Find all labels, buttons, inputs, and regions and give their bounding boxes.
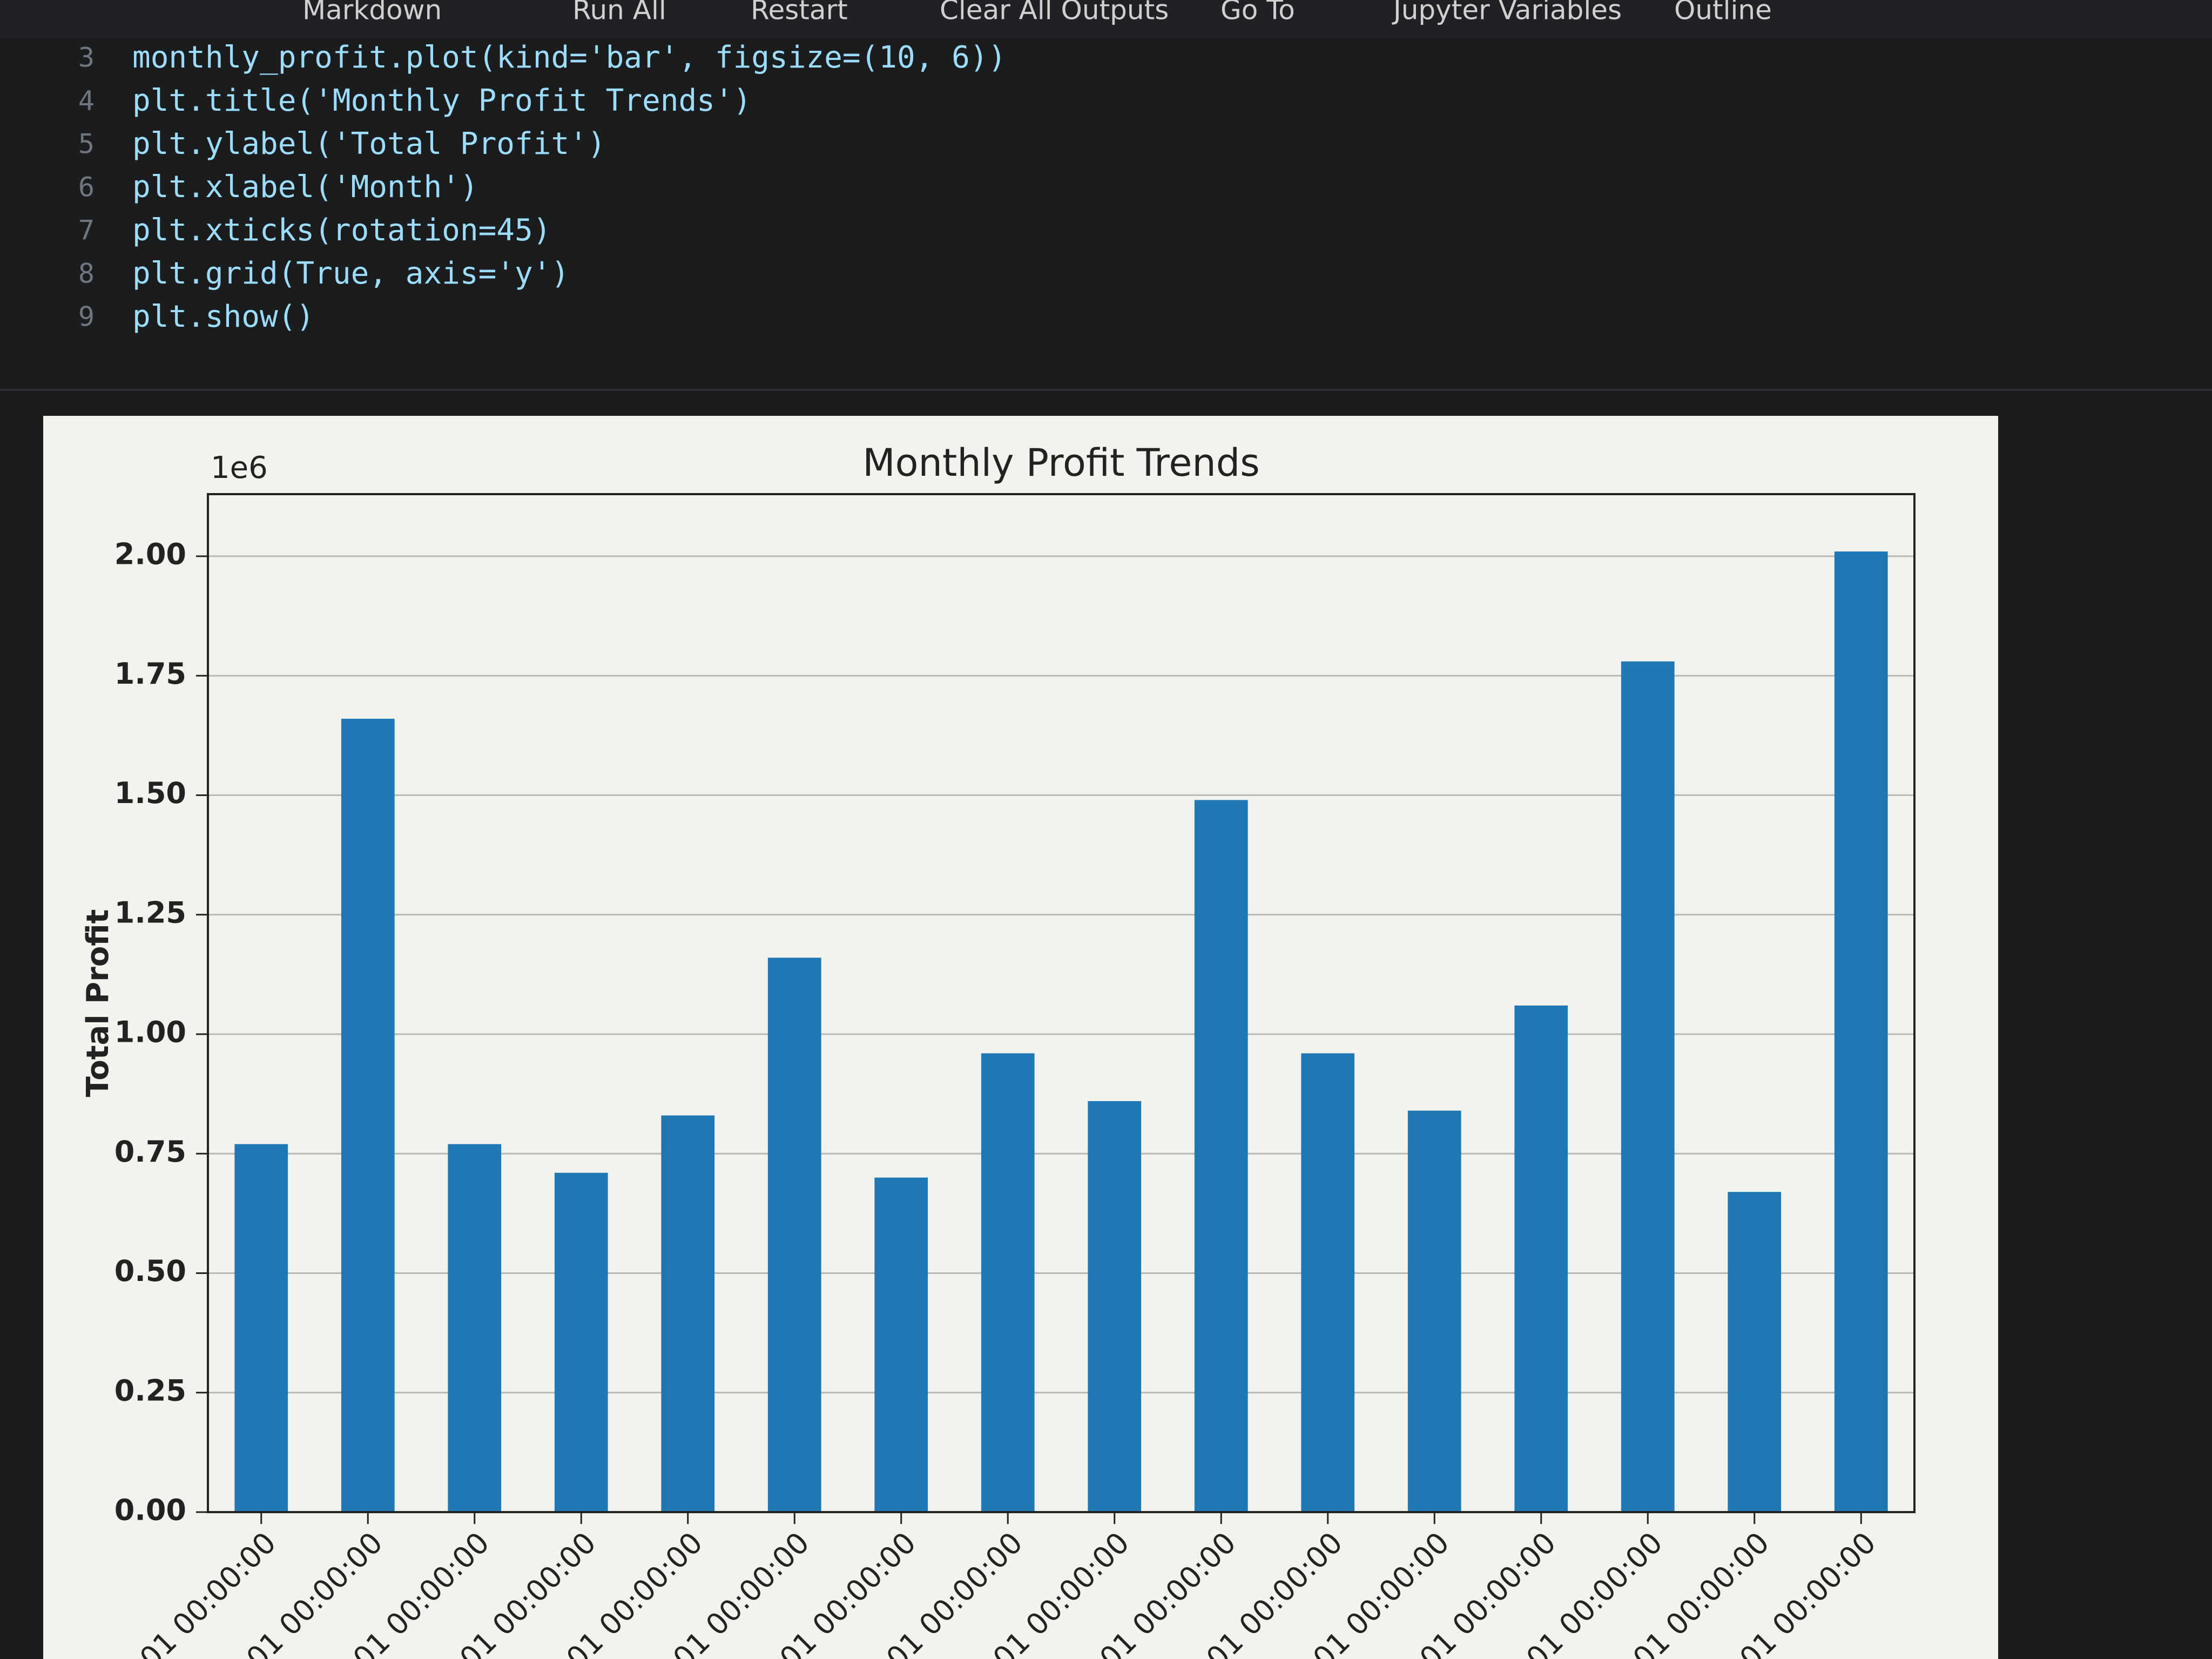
- code-line: plt.xticks(rotation=45): [132, 213, 551, 248]
- toolbar: [0, 0, 2212, 38]
- bar: [981, 1053, 1035, 1512]
- toolbar-button[interactable]: Clear All Outputs: [940, 0, 1169, 26]
- bar: [1621, 661, 1675, 1512]
- bar: [1088, 1101, 1142, 1512]
- y-tick-label: 0.25: [114, 1373, 186, 1407]
- cell-divider: [0, 389, 2212, 391]
- line-number: 5: [78, 129, 95, 160]
- y-tick-label: 2.00: [114, 537, 186, 571]
- line-number: 3: [78, 42, 95, 73]
- y-tick-label: 0.75: [114, 1135, 186, 1169]
- chart-title: Monthly Profit Trends: [862, 441, 1259, 485]
- toolbar-button[interactable]: Run All: [572, 0, 666, 26]
- code-line: plt.ylabel('Total Profit'): [132, 126, 606, 161]
- y-tick-label: 0.50: [114, 1254, 186, 1288]
- toolbar-button[interactable]: Restart: [751, 0, 848, 26]
- code-line: plt.title('Monthly Profit Trends'): [132, 83, 751, 118]
- bar: [661, 1115, 715, 1512]
- bar: [1301, 1053, 1355, 1512]
- toolbar-button[interactable]: Markdown: [302, 0, 442, 26]
- bar: [1834, 551, 1888, 1512]
- y-tick-label: 1.75: [114, 657, 186, 691]
- line-number: 6: [78, 172, 95, 203]
- bar: [1728, 1192, 1782, 1512]
- bar: [1407, 1110, 1461, 1512]
- bar: [234, 1144, 288, 1512]
- bar: [767, 957, 821, 1512]
- code-line: plt.grid(True, axis='y'): [132, 256, 569, 291]
- line-number: 9: [78, 301, 95, 333]
- line-number: 8: [78, 258, 95, 289]
- line-number: 4: [78, 85, 95, 117]
- toolbar-button[interactable]: Outline: [1674, 0, 1772, 26]
- code-line: plt.xlabel('Month'): [132, 170, 478, 205]
- code-line: monthly_profit.plot(kind='bar', figsize=…: [132, 40, 1006, 75]
- code-line: plt.show(): [132, 299, 314, 334]
- y-tick-label: 0.00: [114, 1493, 186, 1527]
- bar: [341, 718, 395, 1512]
- toolbar-button[interactable]: Go To: [1220, 0, 1295, 26]
- bar: [554, 1172, 608, 1512]
- y-tick-label: 1.00: [114, 1015, 186, 1049]
- y-axis-label: Total Profit: [80, 909, 116, 1097]
- line-number: 7: [78, 215, 95, 246]
- plot-frame: [207, 493, 1916, 1513]
- y-tick-label: 1.50: [114, 776, 186, 810]
- y-tick-label: 1.25: [114, 895, 186, 929]
- toolbar-button[interactable]: Jupyter Variables: [1392, 0, 1622, 26]
- bar: [448, 1144, 502, 1512]
- bar: [874, 1177, 928, 1512]
- bar: [1194, 800, 1248, 1512]
- bar: [1514, 1005, 1568, 1512]
- y-offset: 1e6: [211, 450, 268, 485]
